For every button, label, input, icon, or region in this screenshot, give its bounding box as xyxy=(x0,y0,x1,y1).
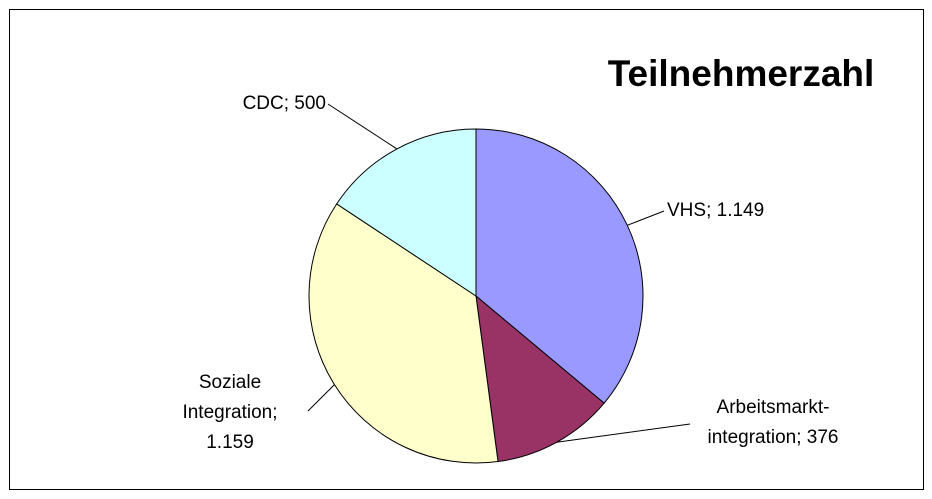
leader-line xyxy=(627,210,665,226)
data-label: Arbeitsmarkt- xyxy=(717,397,830,418)
data-label: VHS; 1.149 xyxy=(667,200,764,221)
leader-line xyxy=(307,384,335,412)
leader-line xyxy=(327,103,398,150)
data-label: Soziale xyxy=(199,372,261,393)
data-label: 1.159 xyxy=(206,432,254,453)
pie-slice xyxy=(335,128,477,297)
leader-line xyxy=(556,423,691,443)
data-label: CDC; 500 xyxy=(243,93,326,114)
chart-title: Teilnehmerzahl xyxy=(608,53,875,94)
pie-slice xyxy=(308,203,499,464)
data-label: integration; 376 xyxy=(708,427,839,448)
pie-slice xyxy=(475,128,644,404)
data-label: Integration; xyxy=(182,402,277,423)
